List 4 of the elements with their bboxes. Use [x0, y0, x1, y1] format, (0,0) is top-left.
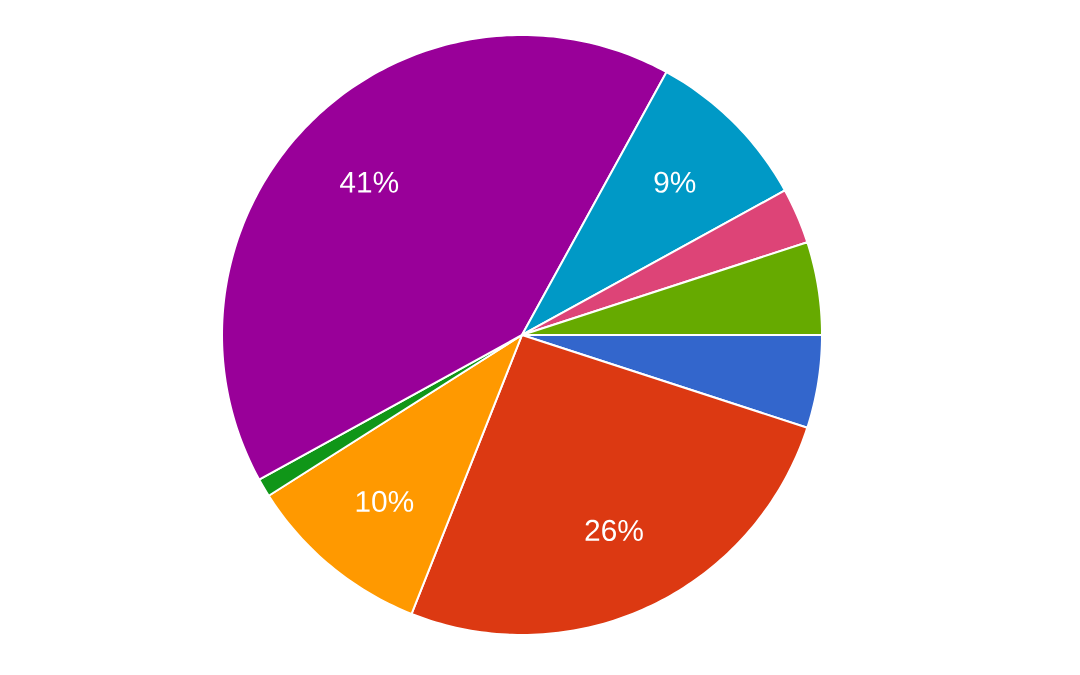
data-label: 26%	[585, 519, 643, 542]
data-label: 10%	[356, 490, 414, 512]
data-label: 41%	[340, 171, 399, 193]
data-label: 9%	[654, 171, 696, 193]
